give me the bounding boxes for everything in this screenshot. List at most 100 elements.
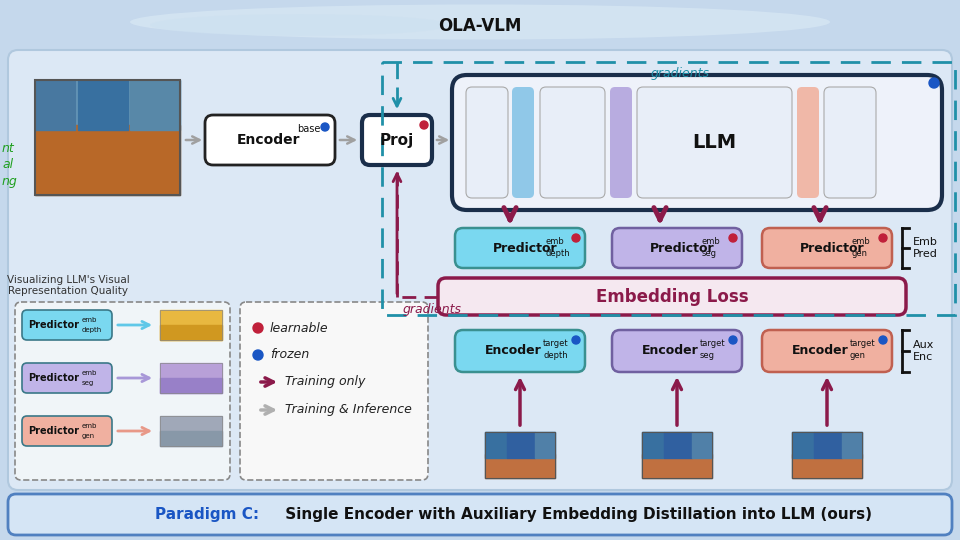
FancyBboxPatch shape (452, 75, 942, 210)
Text: seg: seg (82, 380, 94, 386)
Bar (792, 454, 862, 478)
Bar (642, 454, 712, 478)
Bar (160, 378, 222, 393)
Ellipse shape (130, 4, 830, 39)
Bar (160, 363, 222, 393)
Text: emb: emb (82, 317, 97, 323)
FancyBboxPatch shape (762, 330, 892, 372)
Ellipse shape (150, 14, 450, 36)
FancyBboxPatch shape (637, 87, 792, 198)
Text: emb: emb (702, 237, 721, 246)
Text: Training only: Training only (285, 375, 366, 388)
Text: Emb
Pred: Emb Pred (913, 237, 938, 259)
Text: Representation Quality: Representation Quality (8, 286, 128, 296)
Text: depth: depth (545, 249, 569, 259)
Text: Single Encoder with Auxiliary Embedding Distillation into LLM (ours): Single Encoder with Auxiliary Embedding … (280, 508, 872, 523)
Bar (535, 432, 555, 458)
Text: emb: emb (852, 237, 871, 246)
FancyBboxPatch shape (512, 87, 534, 198)
Text: Predictor: Predictor (800, 241, 865, 254)
Bar (664, 432, 692, 458)
Bar (507, 432, 535, 458)
Text: gradients: gradients (403, 303, 462, 316)
FancyBboxPatch shape (362, 115, 432, 165)
Text: Encoder: Encoder (485, 345, 541, 357)
Bar (842, 432, 862, 458)
FancyBboxPatch shape (797, 87, 819, 198)
FancyBboxPatch shape (466, 87, 508, 198)
Bar (160, 416, 222, 446)
Text: Predictor: Predictor (28, 320, 79, 330)
Text: depth: depth (543, 352, 567, 361)
Text: depth: depth (82, 327, 103, 333)
Text: Aux
Enc: Aux Enc (913, 340, 934, 362)
FancyBboxPatch shape (762, 228, 892, 268)
FancyBboxPatch shape (455, 228, 585, 268)
FancyBboxPatch shape (610, 87, 632, 198)
Bar (485, 432, 555, 478)
Text: target: target (850, 339, 876, 348)
Bar (792, 432, 862, 478)
Bar (160, 363, 222, 393)
Bar (642, 432, 712, 478)
Text: target: target (543, 339, 568, 348)
Text: learnable: learnable (270, 321, 328, 334)
Text: OLA-VLM: OLA-VLM (439, 17, 521, 35)
Circle shape (929, 78, 939, 88)
Bar (160, 310, 222, 340)
FancyBboxPatch shape (8, 494, 952, 535)
Text: Training & Inference: Training & Inference (285, 403, 412, 416)
FancyBboxPatch shape (612, 228, 742, 268)
Bar (485, 432, 555, 478)
Bar (485, 432, 507, 458)
Text: al: al (2, 159, 13, 172)
FancyBboxPatch shape (22, 416, 112, 446)
Bar (35, 80, 180, 195)
Bar (35, 80, 75, 130)
FancyBboxPatch shape (205, 115, 335, 165)
Circle shape (879, 234, 887, 242)
Text: Encoder: Encoder (792, 345, 849, 357)
FancyBboxPatch shape (612, 330, 742, 372)
Text: gradients: gradients (651, 66, 709, 79)
Text: emb: emb (82, 370, 97, 376)
FancyBboxPatch shape (824, 87, 876, 198)
FancyBboxPatch shape (8, 50, 952, 490)
Bar (35, 80, 180, 195)
Text: emb: emb (82, 423, 97, 429)
Circle shape (879, 336, 887, 344)
Bar (642, 432, 664, 458)
Bar (130, 80, 180, 130)
Circle shape (253, 323, 263, 333)
Text: nt: nt (2, 141, 14, 154)
FancyBboxPatch shape (455, 330, 585, 372)
Text: Paradigm C:: Paradigm C: (155, 508, 259, 523)
Text: LLM: LLM (692, 133, 736, 152)
Circle shape (572, 234, 580, 242)
FancyBboxPatch shape (540, 87, 605, 198)
Text: Encoder: Encoder (642, 345, 699, 357)
Circle shape (572, 336, 580, 344)
FancyBboxPatch shape (22, 310, 112, 340)
Bar (160, 416, 222, 446)
Bar (78, 80, 128, 130)
Bar (35, 125, 180, 195)
Text: frozen: frozen (270, 348, 309, 361)
FancyBboxPatch shape (438, 278, 906, 315)
FancyBboxPatch shape (22, 363, 112, 393)
Circle shape (420, 121, 428, 129)
Text: gen: gen (82, 433, 95, 439)
Text: emb: emb (545, 237, 564, 246)
Text: Encoder: Encoder (237, 133, 300, 147)
Text: base: base (297, 124, 321, 134)
Circle shape (321, 123, 329, 131)
Bar (792, 432, 862, 478)
FancyBboxPatch shape (15, 302, 230, 480)
Circle shape (253, 350, 263, 360)
Circle shape (729, 336, 737, 344)
Text: target: target (700, 339, 726, 348)
FancyBboxPatch shape (240, 302, 428, 480)
Bar (485, 454, 555, 478)
Text: Predictor: Predictor (28, 426, 79, 436)
Text: Predictor: Predictor (650, 241, 714, 254)
